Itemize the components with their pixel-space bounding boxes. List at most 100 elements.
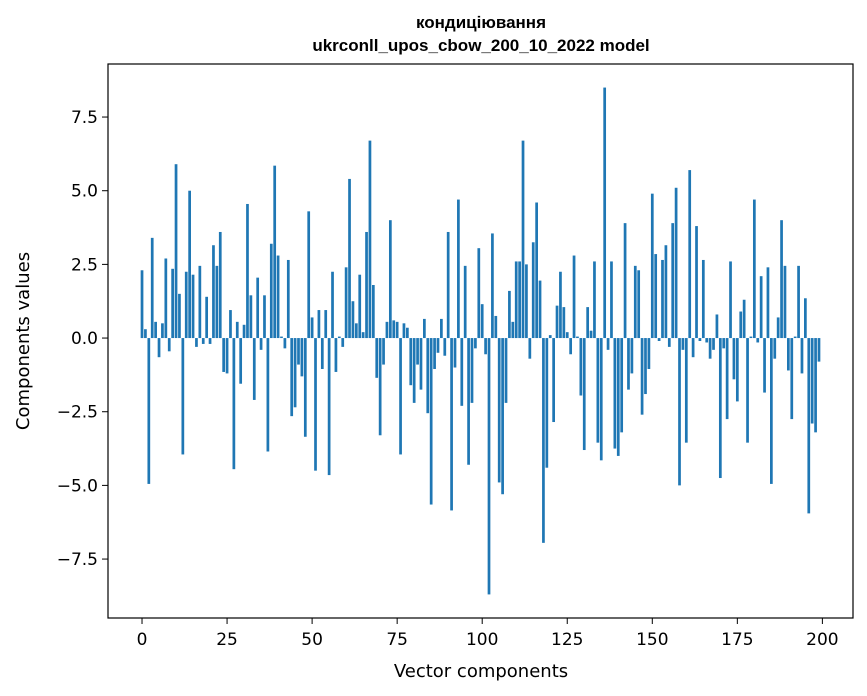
bar-component-52 bbox=[317, 310, 321, 339]
x-tick-label: 150 bbox=[636, 630, 668, 650]
bar-component-78 bbox=[406, 327, 409, 339]
bar-component-105 bbox=[497, 338, 501, 483]
bar-component-87 bbox=[436, 338, 440, 353]
bar-component-176 bbox=[739, 311, 743, 339]
bar-component-57 bbox=[334, 338, 338, 372]
bar-component-6 bbox=[161, 323, 164, 339]
bar-component-160 bbox=[684, 338, 688, 443]
bar-component-196 bbox=[807, 338, 811, 514]
bar-component-60 bbox=[344, 267, 348, 339]
bar-component-189 bbox=[783, 265, 787, 339]
bar-component-17 bbox=[198, 265, 202, 339]
bar-component-89 bbox=[443, 338, 447, 356]
bar-component-193 bbox=[797, 265, 800, 339]
bar-component-109 bbox=[511, 321, 515, 339]
bar-component-7 bbox=[164, 258, 168, 339]
bar-component-99 bbox=[477, 248, 481, 339]
bar-component-35 bbox=[259, 338, 263, 350]
bar-component-56 bbox=[331, 271, 334, 339]
bar-component-37 bbox=[266, 338, 270, 452]
bar-component-49 bbox=[307, 211, 311, 339]
bar-component-149 bbox=[647, 338, 651, 369]
bar-component-69 bbox=[375, 338, 379, 378]
bar-component-158 bbox=[678, 338, 681, 486]
bar-component-150 bbox=[650, 193, 654, 339]
bar-component-145 bbox=[633, 265, 637, 339]
bar-component-64 bbox=[358, 274, 362, 339]
bar-component-13 bbox=[184, 271, 188, 339]
bar-component-114 bbox=[528, 338, 532, 359]
y-tick-label: −2.5 bbox=[57, 403, 98, 423]
bar-component-83 bbox=[423, 318, 426, 339]
bar-component-55 bbox=[327, 338, 331, 476]
bar-component-25 bbox=[225, 338, 229, 374]
bar-component-133 bbox=[593, 261, 596, 339]
bar-component-77 bbox=[402, 323, 406, 339]
x-axis-ticks: 0 25 50 75 100 125 150 175 200 bbox=[137, 618, 839, 650]
bar-component-54 bbox=[324, 310, 328, 339]
bar-component-175 bbox=[735, 338, 739, 402]
bar-component-124 bbox=[562, 307, 566, 339]
bar-component-113 bbox=[525, 264, 528, 339]
bar-component-151 bbox=[654, 254, 658, 339]
bar-component-26 bbox=[229, 310, 232, 339]
bar-component-48 bbox=[303, 338, 307, 437]
bar-component-90 bbox=[446, 231, 450, 339]
bar-component-169 bbox=[715, 314, 719, 339]
bar-component-125 bbox=[565, 332, 569, 339]
bar-component-184 bbox=[766, 267, 770, 339]
y-tick-label: −5.0 bbox=[57, 476, 98, 496]
bar-component-58 bbox=[337, 336, 341, 339]
bar-component-30 bbox=[242, 324, 246, 339]
chart-title-line2: ukrconll_upos_cbow_200_10_2022 model bbox=[312, 36, 649, 55]
bars-group bbox=[140, 87, 821, 595]
bar-component-104 bbox=[494, 315, 498, 339]
bar-component-67 bbox=[368, 140, 372, 339]
bar-component-1 bbox=[144, 329, 147, 339]
bar-component-140 bbox=[616, 338, 620, 456]
bar-component-65 bbox=[361, 332, 365, 339]
x-tick-label: 50 bbox=[301, 630, 323, 650]
bar-component-51 bbox=[314, 338, 317, 471]
bar-component-45 bbox=[293, 338, 297, 408]
y-tick-label: 5.0 bbox=[71, 182, 98, 202]
bar-component-178 bbox=[746, 338, 749, 443]
bar-component-152 bbox=[657, 338, 661, 341]
bar-component-130 bbox=[582, 338, 586, 451]
bar-component-95 bbox=[463, 265, 467, 339]
bar-component-62 bbox=[351, 301, 355, 339]
bar-component-3 bbox=[150, 237, 154, 339]
bar-component-161 bbox=[688, 170, 692, 339]
bar-component-86 bbox=[433, 338, 436, 369]
bar-component-2 bbox=[147, 338, 151, 484]
bar-component-81 bbox=[416, 338, 419, 365]
bar-component-190 bbox=[787, 338, 790, 371]
bar-component-194 bbox=[800, 338, 804, 374]
bar-component-153 bbox=[661, 259, 664, 339]
x-tick-label: 75 bbox=[386, 630, 408, 650]
bar-component-43 bbox=[286, 259, 290, 339]
bar-component-180 bbox=[752, 199, 756, 339]
bar-component-50 bbox=[310, 317, 314, 339]
bar-component-20 bbox=[208, 338, 212, 344]
bar-component-31 bbox=[246, 203, 249, 339]
y-axis-ticks: −7.5 −5.0 −2.5 0.0 2.5 5.0 7.5 bbox=[57, 108, 108, 570]
bar-component-16 bbox=[195, 338, 198, 347]
bar-component-4 bbox=[154, 321, 157, 339]
bar-component-167 bbox=[708, 338, 712, 359]
y-tick-label: 7.5 bbox=[71, 108, 98, 128]
bar-component-23 bbox=[218, 231, 222, 339]
bar-component-155 bbox=[667, 338, 671, 347]
bar-component-127 bbox=[572, 255, 576, 339]
bar-component-159 bbox=[681, 338, 685, 350]
bar-component-118 bbox=[542, 338, 545, 543]
bar-component-9 bbox=[171, 268, 174, 339]
y-tick-label: 0.0 bbox=[71, 329, 98, 349]
bar-component-107 bbox=[504, 338, 508, 403]
bar-component-134 bbox=[596, 338, 600, 443]
bar-component-92 bbox=[453, 338, 457, 368]
bar-component-186 bbox=[773, 338, 777, 359]
x-tick-label: 25 bbox=[216, 630, 238, 650]
bar-component-195 bbox=[804, 298, 807, 339]
bar-component-68 bbox=[371, 285, 375, 339]
